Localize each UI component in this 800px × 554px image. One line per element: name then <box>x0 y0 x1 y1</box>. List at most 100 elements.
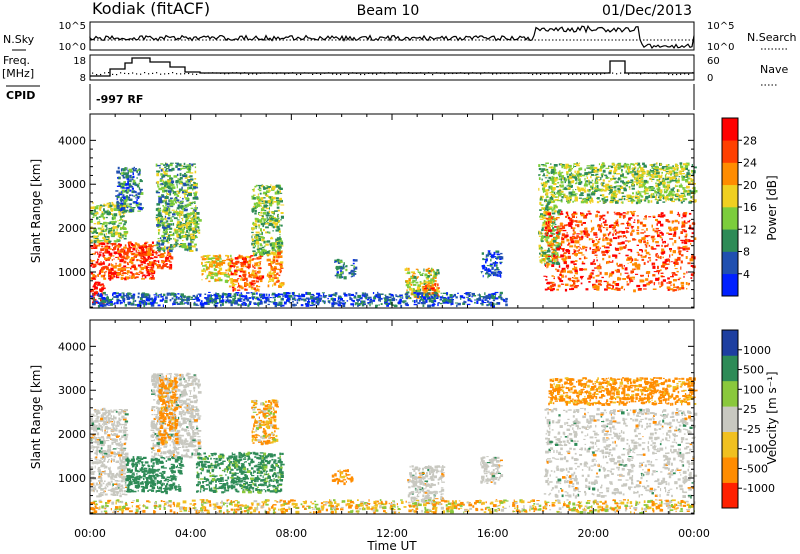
x-tick-label: 12:00 <box>376 527 408 540</box>
freq-tick-top: 18 <box>73 56 86 67</box>
heatmap-region-3 <box>115 166 144 213</box>
nave-point <box>236 72 238 74</box>
nave-point <box>168 73 170 75</box>
velocity-heatmap <box>90 372 698 514</box>
nave-point <box>620 72 622 74</box>
noise-tick-top-right: 10^5 <box>707 21 734 32</box>
nave-point <box>256 73 258 75</box>
nave-point <box>504 72 506 74</box>
nave-tick-bottom: 0 <box>707 73 713 84</box>
nsky-trace <box>89 24 695 50</box>
nave-point <box>516 72 518 74</box>
nave-point <box>300 73 302 75</box>
nave-point <box>312 73 314 75</box>
nave-point <box>448 72 450 74</box>
nave-point <box>524 72 526 74</box>
nave-point <box>176 73 178 75</box>
power-panel: 4000 3000 2000 1000 Slant Range [km] <box>29 113 698 309</box>
nave-point <box>280 72 282 74</box>
nave-point <box>672 74 674 76</box>
nave-point <box>372 73 374 75</box>
nave-point <box>604 72 606 75</box>
x-tick-label: 00:00 <box>74 527 106 540</box>
nave-point <box>468 73 470 75</box>
nave-point <box>544 72 546 74</box>
heatmap-region-0 <box>90 241 156 281</box>
nave-point <box>376 73 378 75</box>
nave-point <box>220 72 222 74</box>
noise-tick-top-left: 10^5 <box>59 21 86 32</box>
nave-label: Nave <box>760 63 788 76</box>
nave-point <box>272 72 274 75</box>
nave-point <box>488 72 490 74</box>
colorbar-swatch <box>722 184 738 208</box>
nave-point <box>636 72 638 74</box>
nave-point <box>576 73 578 75</box>
colorbar-tick-label: 16 <box>743 201 757 214</box>
nave-point <box>144 72 146 74</box>
noise-panel: N.Sky 10^5 10^0 10^5 10^0 N.Search <box>3 21 797 53</box>
nave-point <box>172 72 174 74</box>
nave-point <box>328 72 330 74</box>
nave-point <box>476 72 478 74</box>
colorbar-swatch <box>722 431 738 458</box>
nave-point <box>588 73 590 75</box>
freq-label: Freq. <box>3 54 30 67</box>
nave-point <box>452 72 454 75</box>
nave-point <box>600 73 602 75</box>
nave-point <box>628 73 630 75</box>
freq-unit: [MHz] <box>2 67 34 80</box>
colorbar-tick-label: -500 <box>743 462 768 475</box>
velocity-colorbar: 1000 500 100 25 -25 -100 -500 -1000 Velocity [m… <box>721 329 779 509</box>
nave-point <box>216 72 218 74</box>
nave-point <box>244 72 246 74</box>
nave-point <box>112 73 114 75</box>
nave-point <box>668 73 670 75</box>
freq-panel: Freq. [MHz] 18 8 60 0 Nave <box>2 54 788 86</box>
nave-point <box>616 73 618 75</box>
nave-point <box>224 73 226 75</box>
nave-point <box>408 72 410 74</box>
colorbar-swatch <box>722 406 738 433</box>
cpid-label: CPID <box>6 89 35 102</box>
nsearch-label: N.Search <box>747 31 797 44</box>
nave-point <box>320 73 322 75</box>
nave-point <box>396 73 398 75</box>
nave-point <box>416 72 418 74</box>
nave-point <box>508 73 510 75</box>
heatmap-region-1 <box>125 456 185 495</box>
y-tick-label: 1000 <box>58 266 86 279</box>
nave-point <box>336 73 338 75</box>
nave-point <box>568 73 570 75</box>
heatmap-region-7 <box>200 254 234 284</box>
nave-point <box>632 72 634 74</box>
nave-point <box>348 73 350 75</box>
nave-point <box>400 72 402 74</box>
nave-point <box>424 73 426 75</box>
nave-point <box>660 72 662 74</box>
freq-tick-bottom: 8 <box>80 73 86 84</box>
nave-point <box>248 73 250 75</box>
heatmap-region-1 <box>90 201 129 244</box>
nave-point <box>316 72 318 74</box>
nave-point <box>688 73 690 75</box>
colorbar-tick-label: 1000 <box>743 344 771 357</box>
nave-point <box>392 72 394 74</box>
nave-point <box>460 72 462 74</box>
heatmap-region-10 <box>266 250 285 288</box>
colorbar-tick-label: 500 <box>743 364 764 377</box>
nave-point <box>388 72 390 74</box>
nave-point <box>684 73 686 75</box>
nave-point <box>440 72 442 74</box>
colorbar-tick-label: 12 <box>743 223 757 236</box>
heatmap-region-17 <box>558 162 698 205</box>
x-tick-label: 16:00 <box>477 527 509 540</box>
nave-point <box>232 72 234 74</box>
colorbar-swatch <box>722 457 738 483</box>
nsky-label: N.Sky <box>3 33 35 46</box>
nave-point <box>652 72 654 74</box>
date-title: 01/Dec/2013 <box>602 3 692 19</box>
nave-point <box>512 72 514 75</box>
nave-point <box>624 72 626 74</box>
nave-point <box>132 72 134 74</box>
